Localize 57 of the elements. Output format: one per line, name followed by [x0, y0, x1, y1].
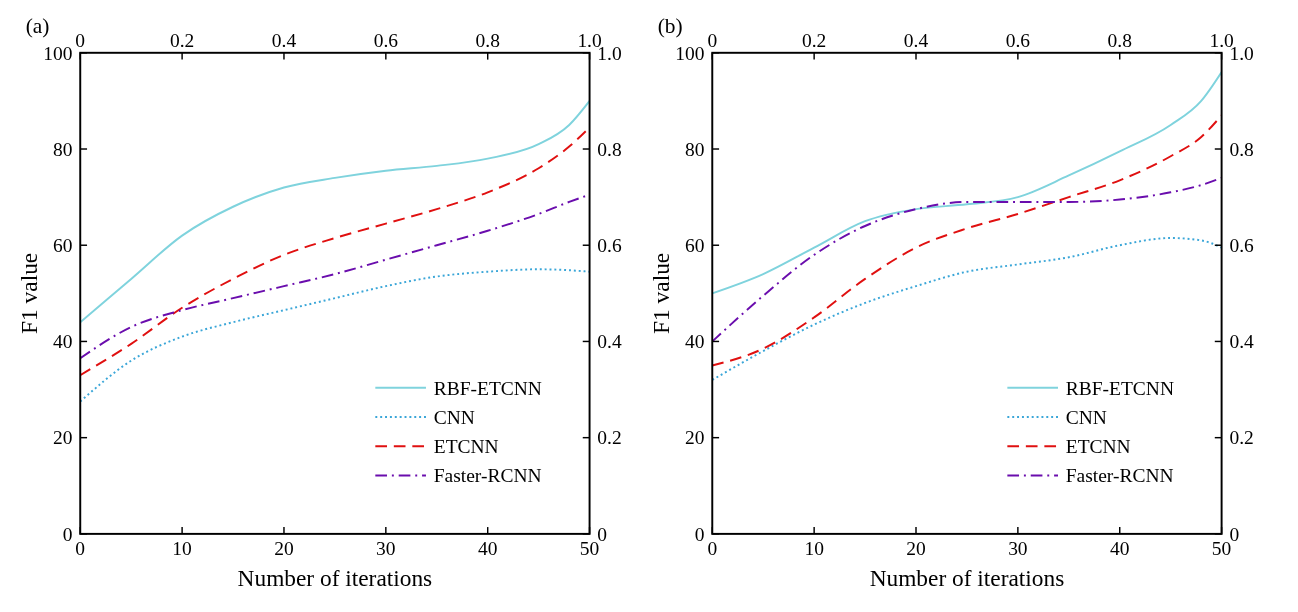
y2-tick-label: 0.6	[597, 235, 622, 257]
y-tick-label: 60	[685, 235, 705, 257]
y2-tick-label: 0.2	[1229, 427, 1254, 449]
x-tick-label: 40	[1110, 538, 1130, 560]
y2-tick-label: 0.8	[1229, 138, 1254, 160]
y-tick-label: 100	[675, 42, 705, 64]
chart-title: (b)	[657, 14, 683, 39]
y2-tick-label: 0.8	[597, 138, 622, 160]
y-tick-label: 80	[685, 138, 705, 160]
x-tick-label: 20	[906, 538, 926, 560]
legend-label: Faster-RCNN	[1065, 465, 1174, 487]
chart-title: (a)	[25, 14, 50, 39]
x-tick-label: 30	[376, 538, 396, 560]
y-tick-label: 80	[52, 138, 73, 160]
y-tick-label: 20	[685, 427, 705, 449]
x-axis-title: Number of iterations	[237, 565, 433, 592]
x2-tick-label: 0.8	[1107, 29, 1132, 51]
y-axis-title: F1 value	[648, 252, 675, 334]
y2-tick-label: 0.4	[1229, 331, 1254, 353]
y-tick-label: 40	[685, 331, 705, 353]
y-tick-label: 60	[52, 235, 73, 257]
line-series	[712, 237, 1222, 381]
x-axis-title: Number of iterations	[869, 565, 1065, 592]
line-series	[80, 99, 590, 324]
y2-tick-label: 0	[597, 523, 608, 545]
legend-label: CNN	[433, 406, 475, 428]
y-axis-title: F1 value	[16, 252, 43, 334]
legend-label: RBF-ETCNN	[433, 377, 542, 399]
x2-tick-label: 0.2	[801, 29, 827, 51]
x-tick-label: 30	[1008, 538, 1028, 560]
y2-tick-label: 0	[1229, 523, 1240, 545]
legend-label: CNN	[1065, 406, 1107, 428]
legend-label: ETCNN	[433, 436, 499, 458]
y2-tick-label: 0.6	[1229, 235, 1254, 257]
legend-label: ETCNN	[1065, 436, 1131, 458]
x2-tick-label: 0.6	[373, 29, 399, 51]
y2-tick-label: 0.4	[597, 331, 622, 353]
line-series	[80, 268, 590, 403]
y-tick-label: 0	[694, 523, 705, 545]
x2-tick-label: 0.8	[475, 29, 500, 51]
x-tick-label: 20	[274, 538, 294, 560]
x2-tick-label: 0.4	[271, 29, 297, 51]
y2-tick-label: 0.2	[597, 427, 622, 449]
y-tick-label: 40	[52, 331, 73, 353]
line-series	[712, 71, 1222, 295]
y-tick-label: 100	[43, 42, 73, 64]
x-tick-label: 10	[172, 538, 192, 560]
x-tick-label: 50	[1211, 538, 1232, 560]
legend-label: RBF-ETCNN	[1065, 377, 1174, 399]
y-tick-label: 0	[62, 523, 73, 545]
x2-tick-label: 0.4	[903, 29, 929, 51]
x2-tick-label: 0.6	[1005, 29, 1031, 51]
y-tick-label: 20	[52, 427, 73, 449]
x-tick-label: 10	[804, 538, 824, 560]
x-tick-label: 40	[477, 538, 498, 560]
x2-tick-label: 0.2	[169, 29, 195, 51]
legend-label: Faster-RCNN	[433, 465, 542, 487]
